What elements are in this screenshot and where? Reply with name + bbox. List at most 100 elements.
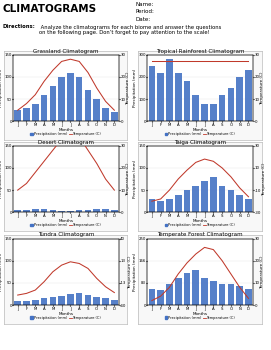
Bar <box>41 95 47 121</box>
Bar <box>85 295 91 305</box>
Text: CLIMATOGRAMS: CLIMATOGRAMS <box>3 4 97 14</box>
Bar <box>76 293 82 305</box>
Bar <box>111 210 118 212</box>
Bar <box>166 59 173 121</box>
Bar <box>50 210 56 212</box>
Legend: Precipitation (mm), Temperature (C): Precipitation (mm), Temperature (C) <box>29 314 102 321</box>
Bar <box>50 86 56 121</box>
Bar <box>157 290 164 305</box>
Text: Directions:: Directions: <box>3 25 36 29</box>
Title: Desert Climatogram: Desert Climatogram <box>38 140 94 145</box>
Bar <box>67 294 74 305</box>
Bar <box>102 209 109 212</box>
Legend: Precipitation (mm), Temperature (C): Precipitation (mm), Temperature (C) <box>163 222 237 229</box>
Bar <box>149 199 155 212</box>
Y-axis label: Temperature (C): Temperature (C) <box>260 71 264 105</box>
Title: Tundra Climatogram: Tundra Climatogram <box>38 232 94 237</box>
Bar <box>210 104 217 121</box>
Bar <box>192 271 199 305</box>
Bar <box>111 112 118 121</box>
Bar <box>14 210 21 212</box>
Bar <box>149 66 155 121</box>
Bar <box>32 104 38 121</box>
Bar <box>184 81 190 121</box>
Bar <box>228 190 234 212</box>
Bar <box>58 211 65 212</box>
Y-axis label: Precipitation (mm): Precipitation (mm) <box>133 253 137 291</box>
Bar <box>175 195 182 212</box>
Y-axis label: Precipitation (mm): Precipitation (mm) <box>0 160 3 198</box>
Y-axis label: Temperature (C): Temperature (C) <box>126 71 130 105</box>
Bar <box>111 300 118 305</box>
Bar <box>228 284 234 305</box>
Bar <box>67 72 74 121</box>
Bar <box>58 77 65 121</box>
Title: Taiga Climatogram: Taiga Climatogram <box>174 140 226 145</box>
Bar <box>245 289 252 305</box>
Bar <box>50 297 56 305</box>
Bar <box>184 190 190 212</box>
Bar <box>32 209 38 212</box>
Bar <box>76 77 82 121</box>
X-axis label: Months: Months <box>59 312 73 316</box>
Bar <box>175 279 182 305</box>
Bar <box>236 195 243 212</box>
Bar <box>41 209 47 212</box>
X-axis label: Months: Months <box>193 219 208 223</box>
Legend: Precipitation (mm), Temperature (C): Precipitation (mm), Temperature (C) <box>29 131 102 138</box>
Bar <box>201 104 208 121</box>
Y-axis label: Precipitation (mm): Precipitation (mm) <box>0 253 3 291</box>
Bar <box>76 210 82 212</box>
Bar <box>149 289 155 305</box>
Bar <box>175 72 182 121</box>
Y-axis label: Temperature (C): Temperature (C) <box>128 255 132 288</box>
Bar <box>58 296 65 305</box>
Bar <box>41 299 47 305</box>
Legend: Precipitation (mm), Temperature (C): Precipitation (mm), Temperature (C) <box>29 222 102 229</box>
X-axis label: Months: Months <box>59 128 73 132</box>
Title: Grassland Climatogram: Grassland Climatogram <box>33 49 99 54</box>
Bar <box>14 110 21 121</box>
Bar <box>23 301 30 305</box>
Bar <box>102 299 109 305</box>
Legend: Precipitation (mm), Temperature (C): Precipitation (mm), Temperature (C) <box>163 314 237 321</box>
Y-axis label: Temperature (C): Temperature (C) <box>260 255 264 288</box>
Text: Name:
Period:
Date:: Name: Period: Date: <box>136 2 154 22</box>
Title: Tropical Rainforest Climatogram: Tropical Rainforest Climatogram <box>156 49 244 54</box>
Bar <box>67 211 74 212</box>
Bar <box>201 181 208 212</box>
Bar <box>157 72 164 121</box>
Bar <box>219 284 225 305</box>
Bar <box>236 77 243 121</box>
Bar <box>93 209 100 212</box>
Bar <box>245 70 252 121</box>
Bar <box>219 95 225 121</box>
Y-axis label: Precipitation (mm): Precipitation (mm) <box>133 160 137 198</box>
Bar <box>102 108 109 121</box>
Text: Analyze the climatograms for each biome and answer the questions
on the followin: Analyze the climatograms for each biome … <box>38 25 221 35</box>
Bar <box>192 186 199 212</box>
Bar <box>85 210 91 212</box>
Title: Temperate Forest Climatogram: Temperate Forest Climatogram <box>157 232 243 237</box>
Y-axis label: Precipitation (mm): Precipitation (mm) <box>0 69 3 107</box>
Bar <box>23 210 30 212</box>
Bar <box>166 199 173 212</box>
Y-axis label: Precipitation (mm): Precipitation (mm) <box>133 69 137 107</box>
Y-axis label: Temperature (C): Temperature (C) <box>262 162 266 196</box>
Y-axis label: Temperature (C): Temperature (C) <box>126 162 130 196</box>
Bar <box>210 177 217 212</box>
Bar <box>228 88 234 121</box>
Bar <box>210 281 217 305</box>
X-axis label: Months: Months <box>59 219 73 223</box>
Bar <box>166 284 173 305</box>
Bar <box>245 199 252 212</box>
Bar <box>192 95 199 121</box>
Bar <box>236 286 243 305</box>
Bar <box>93 99 100 121</box>
X-axis label: Months: Months <box>193 312 208 316</box>
Bar <box>219 186 225 212</box>
Bar <box>85 90 91 121</box>
Bar <box>32 300 38 305</box>
X-axis label: Months: Months <box>193 128 208 132</box>
Bar <box>14 301 21 305</box>
